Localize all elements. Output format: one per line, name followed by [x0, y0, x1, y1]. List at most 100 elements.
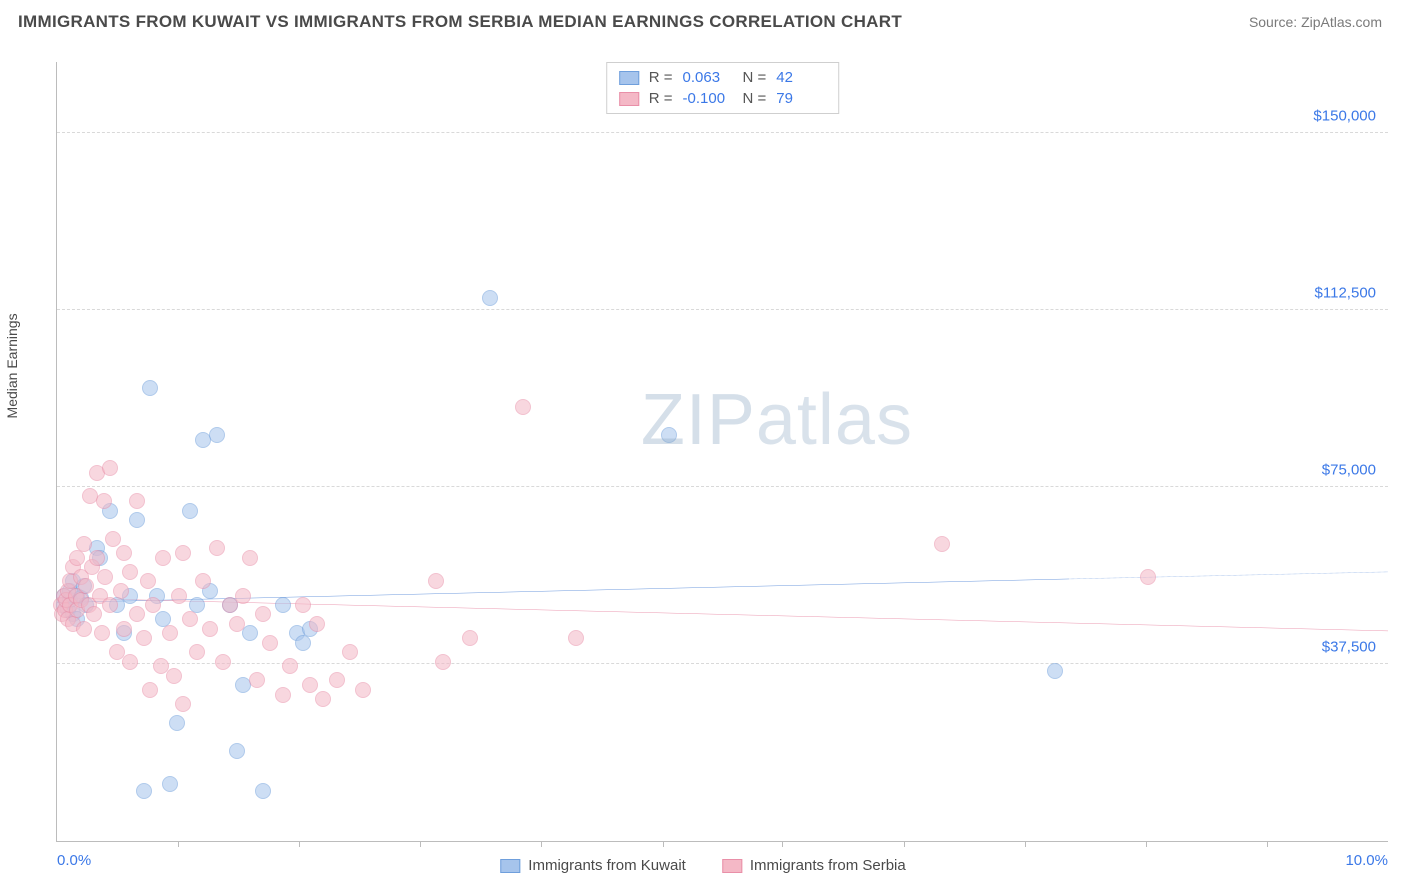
data-point-kuwait [182, 503, 198, 519]
data-point-serbia [113, 583, 129, 599]
data-point-serbia [435, 654, 451, 670]
data-point-serbia [229, 616, 245, 632]
x-tick [1267, 841, 1268, 847]
data-point-serbia [129, 493, 145, 509]
data-point-serbia [89, 550, 105, 566]
data-point-kuwait [661, 427, 677, 443]
data-point-serbia [94, 625, 110, 641]
legend-label-serbia: Immigrants from Serbia [750, 857, 906, 874]
data-point-serbia [189, 644, 205, 660]
data-point-serbia [122, 654, 138, 670]
r-label: R = [649, 90, 673, 107]
data-point-kuwait [1047, 663, 1063, 679]
data-point-serbia [171, 588, 187, 604]
data-point-serbia [182, 611, 198, 627]
x-tick [782, 841, 783, 847]
swatch-kuwait [500, 859, 520, 873]
data-point-serbia [355, 682, 371, 698]
swatch-serbia [722, 859, 742, 873]
chart-area: Median Earnings ZIPatlas R = 0.063 N = 4… [18, 44, 1388, 882]
data-point-serbia [136, 630, 152, 646]
data-point-kuwait [209, 427, 225, 443]
chart-title: IMMIGRANTS FROM KUWAIT VS IMMIGRANTS FRO… [18, 12, 902, 32]
data-point-serbia [255, 606, 271, 622]
data-point-serbia [122, 564, 138, 580]
data-point-serbia [262, 635, 278, 651]
data-point-serbia [242, 550, 258, 566]
r-value-serbia: -0.100 [683, 90, 733, 107]
data-point-kuwait [136, 783, 152, 799]
y-tick-label: $112,500 [1315, 284, 1376, 301]
data-point-serbia [462, 630, 478, 646]
r-label: R = [649, 69, 673, 86]
y-tick-label: $150,000 [1313, 107, 1376, 124]
series-legend: Immigrants from Kuwait Immigrants from S… [500, 857, 905, 874]
regression-extension-kuwait [1069, 572, 1388, 579]
gridline [57, 132, 1388, 133]
data-point-serbia [162, 625, 178, 641]
data-point-kuwait [142, 380, 158, 396]
data-point-serbia [102, 597, 118, 613]
n-label: N = [743, 90, 767, 107]
data-point-serbia [329, 672, 345, 688]
data-point-serbia [155, 550, 171, 566]
data-point-serbia [302, 677, 318, 693]
data-point-serbia [166, 668, 182, 684]
gridline [57, 486, 1388, 487]
data-point-serbia [116, 621, 132, 637]
data-point-serbia [295, 597, 311, 613]
data-point-serbia [129, 606, 145, 622]
data-point-serbia [249, 672, 265, 688]
data-point-serbia [275, 687, 291, 703]
legend-row-serbia: R = -0.100 N = 79 [619, 88, 827, 109]
x-tick-label: 10.0% [1345, 852, 1388, 869]
data-point-serbia [202, 621, 218, 637]
data-point-serbia [142, 682, 158, 698]
trend-lines [57, 62, 1388, 841]
plot-region: ZIPatlas R = 0.063 N = 42 R = -0.100 N =… [56, 62, 1388, 842]
data-point-serbia [195, 573, 211, 589]
swatch-serbia [619, 92, 639, 106]
data-point-serbia [1140, 569, 1156, 585]
data-point-kuwait [229, 743, 245, 759]
y-axis-label: Median Earnings [4, 313, 20, 418]
data-point-serbia [86, 606, 102, 622]
data-point-serbia [145, 597, 161, 613]
n-label: N = [743, 69, 767, 86]
data-point-serbia [309, 616, 325, 632]
data-point-serbia [428, 573, 444, 589]
data-point-serbia [209, 540, 225, 556]
data-point-serbia [175, 545, 191, 561]
data-point-kuwait [242, 625, 258, 641]
source-label: Source: ZipAtlas.com [1249, 14, 1382, 30]
y-tick-label: $37,500 [1322, 638, 1376, 655]
x-tick [1025, 841, 1026, 847]
x-tick [904, 841, 905, 847]
data-point-serbia [315, 691, 331, 707]
swatch-kuwait [619, 71, 639, 85]
data-point-serbia [116, 545, 132, 561]
data-point-kuwait [275, 597, 291, 613]
data-point-kuwait [162, 776, 178, 792]
n-value-serbia: 79 [776, 90, 826, 107]
data-point-serbia [76, 621, 92, 637]
data-point-serbia [515, 399, 531, 415]
data-point-serbia [342, 644, 358, 660]
x-tick [420, 841, 421, 847]
data-point-serbia [175, 696, 191, 712]
x-tick [299, 841, 300, 847]
gridline [57, 663, 1388, 664]
gridline [57, 309, 1388, 310]
data-point-kuwait [255, 783, 271, 799]
r-value-kuwait: 0.063 [683, 69, 733, 86]
data-point-serbia [105, 531, 121, 547]
data-point-kuwait [169, 715, 185, 731]
legend-item-kuwait: Immigrants from Kuwait [500, 857, 686, 874]
legend-row-kuwait: R = 0.063 N = 42 [619, 67, 827, 88]
data-point-serbia [568, 630, 584, 646]
x-tick [663, 841, 664, 847]
data-point-kuwait [129, 512, 145, 528]
data-point-serbia [76, 536, 92, 552]
data-point-serbia [235, 588, 251, 604]
x-tick-label: 0.0% [57, 852, 91, 869]
